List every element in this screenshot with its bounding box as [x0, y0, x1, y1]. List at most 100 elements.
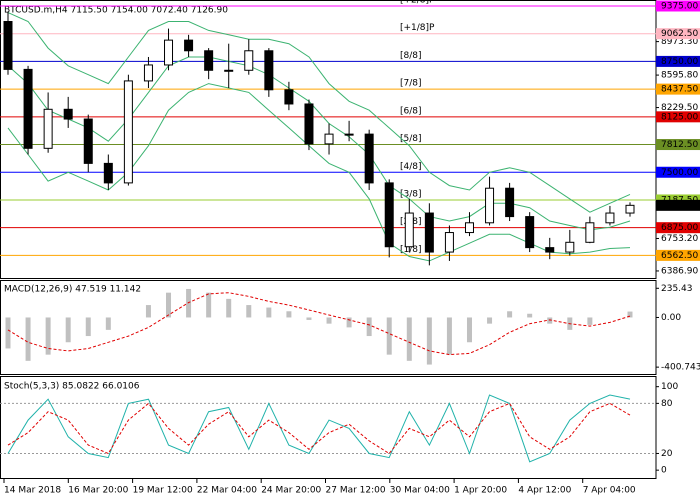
macd-bar — [326, 317, 332, 324]
y-tick-label: 8595.80 — [661, 71, 698, 81]
macd-bar — [547, 317, 553, 324]
macd-bar — [446, 317, 452, 355]
y-tick-label: 8973.30 — [661, 37, 698, 47]
y-tick-label: 20 — [661, 449, 673, 459]
level-name: [+1/8]P — [400, 23, 435, 33]
candle-body — [164, 39, 174, 66]
stoch-panel-frame — [0, 376, 657, 479]
candle-body — [43, 108, 53, 149]
macd-bar — [25, 317, 31, 361]
candle-body — [264, 50, 274, 91]
y-tick-label: 0.00 — [661, 313, 681, 323]
candle-body — [224, 69, 234, 72]
x-tick-label: 4 Apr 12:00 — [518, 486, 571, 496]
level-name: [3/8] — [400, 189, 422, 199]
last-price-box — [656, 199, 700, 211]
level-box — [656, 166, 700, 178]
level-box — [656, 111, 700, 123]
level-label: 9062.50 — [661, 29, 698, 39]
candle-body — [143, 64, 153, 82]
y-tick-label: 0 — [661, 466, 667, 476]
macd-bar — [466, 317, 472, 343]
macd-bar — [105, 317, 111, 330]
candle-body — [204, 50, 214, 71]
candle-body — [505, 187, 515, 218]
candle-body — [244, 50, 254, 71]
stoch-title: Stoch(5,3,3) 85.0822 66.0106 — [4, 382, 140, 392]
macd-bar — [286, 311, 292, 318]
macd-bar — [145, 305, 151, 318]
y-tick-label: -400.743 — [661, 363, 700, 373]
stoch-line — [7, 394, 631, 463]
candle-body — [404, 212, 414, 248]
level-box — [656, 139, 700, 151]
macd-bar — [587, 317, 593, 325]
candle-body — [364, 133, 374, 184]
candle-body — [3, 21, 13, 70]
level-label: 8750.00 — [661, 57, 698, 67]
level-name: [1/8] — [400, 245, 422, 255]
macd-bar — [426, 317, 432, 365]
macd-bar — [487, 317, 493, 324]
level-label: 8437.50 — [661, 85, 698, 95]
level-label: 7500.00 — [661, 168, 698, 178]
macd-bar — [627, 311, 633, 318]
x-tick-label: 27 Mar 12:00 — [326, 486, 386, 496]
level-box — [656, 222, 700, 234]
y-tick-label: 100 — [661, 382, 678, 392]
x-tick-label: 30 Mar 04:00 — [390, 486, 450, 496]
candle-body — [625, 204, 635, 214]
candle-body — [123, 80, 133, 184]
macd-bar — [266, 307, 272, 318]
candle-body — [83, 118, 93, 164]
macd-bar — [507, 311, 513, 318]
stoch-line — [7, 402, 631, 455]
y-tick-label: 6753.20 — [661, 234, 698, 244]
macd-bar — [166, 292, 172, 318]
macd-title: MACD(12,26,9) 47.519 11.142 — [4, 285, 141, 295]
macd-signal — [7, 292, 631, 356]
level-name: [5/8] — [400, 134, 422, 144]
macd-bar — [246, 305, 252, 318]
y-tick-label: 80 — [661, 399, 673, 409]
candle-body — [485, 187, 495, 224]
macd-bar — [5, 317, 11, 349]
candle-body — [344, 133, 354, 136]
x-tick-label: 1 Apr 20:00 — [454, 486, 507, 496]
macd-bar — [186, 288, 192, 318]
candle-body — [184, 39, 194, 52]
level-label: 6875.00 — [661, 223, 698, 233]
candle-body — [545, 247, 555, 253]
candle-body — [565, 241, 575, 253]
candle-body — [63, 108, 73, 120]
x-tick-label: 19 Mar 12:00 — [133, 486, 193, 496]
macd-bar — [65, 317, 71, 343]
candle-body — [384, 182, 394, 248]
macd-bar — [85, 317, 91, 337]
level-box — [656, 55, 700, 67]
bollinger-middle — [7, 56, 631, 231]
level-name: [+2/8]P — [400, 0, 435, 5]
candle-body — [304, 103, 314, 145]
y-tick-label: 8229.50 — [661, 103, 698, 113]
candle-body — [525, 216, 535, 249]
level-label: 9375.00 — [661, 1, 698, 11]
level-name: [4/8] — [400, 162, 422, 172]
candle-body — [424, 212, 434, 253]
macd-bar — [45, 317, 51, 355]
level-label: 8125.00 — [661, 112, 698, 122]
candle-body — [464, 222, 474, 234]
macd-bar — [306, 317, 312, 320]
macd-panel-frame — [0, 280, 657, 375]
x-tick-label: 24 Mar 20:00 — [261, 486, 321, 496]
macd-bar — [226, 298, 232, 318]
candle-body — [605, 212, 615, 224]
x-tick-label: 22 Mar 04:00 — [197, 486, 257, 496]
last-price-label: 7126.90 — [661, 201, 698, 211]
level-label: 7812.50 — [661, 140, 698, 150]
x-tick-label: 14 Mar 2018 — [4, 486, 61, 496]
level-box — [656, 83, 700, 95]
x-tick-label: 7 Apr 04:00 — [583, 486, 636, 496]
candle-body — [284, 89, 294, 105]
